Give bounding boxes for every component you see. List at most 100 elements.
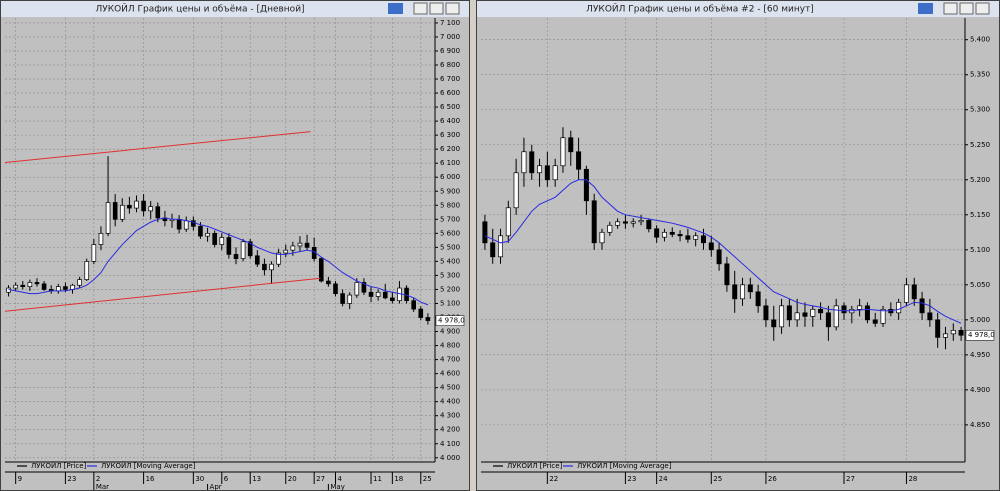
y-tick-label: 5.350 (970, 71, 990, 79)
y-tick-label: 4.950 (970, 351, 990, 359)
y-tick-label: 4 800 (440, 342, 460, 350)
candle-body (390, 297, 395, 302)
minimize-button[interactable] (943, 2, 958, 15)
y-tick-label: 4 900 (440, 328, 460, 336)
y-tick-label: 5 400 (440, 257, 460, 265)
x-tick-label: 18 (394, 475, 403, 483)
candle-body (576, 151, 582, 170)
y-tick-label: 6 000 (440, 173, 460, 181)
candle-body (119, 204, 125, 220)
y-tick-label: 4 700 (440, 356, 460, 364)
candle-body (935, 319, 941, 338)
x-tick-label: 23 (67, 475, 76, 483)
candle-body (326, 280, 331, 285)
candle-body (779, 305, 785, 328)
candle-body (599, 231, 605, 244)
candle-body (841, 305, 847, 314)
candle-body (950, 329, 956, 335)
y-tick-label: 5 700 (440, 215, 460, 223)
y-tick-label: 6 700 (440, 75, 460, 83)
y-tick-label: 4 200 (440, 426, 460, 434)
y-tick-label: 5.100 (970, 246, 990, 254)
plot (5, 131, 431, 325)
legend-label: ЛУКОЙЛ [Price] (507, 461, 563, 470)
candle-body (833, 305, 839, 328)
candle-body (77, 279, 82, 286)
y-tick-label: 5 300 (440, 271, 460, 279)
candle-body (552, 165, 558, 181)
maximize-button[interactable] (959, 2, 974, 15)
candle-body (183, 220, 189, 230)
moving-average (8, 217, 429, 306)
y-tick-label: 5.400 (970, 36, 990, 44)
x-tick-label: 25 (713, 475, 722, 483)
candle-body (810, 308, 816, 317)
x-tick-label: 11 (373, 475, 382, 483)
y-tick-label: 4.900 (970, 386, 990, 394)
x-tick-label: 27 (316, 475, 325, 483)
candle-body (615, 221, 621, 226)
x-tick-label: 27 (846, 475, 855, 483)
candle-body (740, 284, 746, 300)
legend-label: ЛУКОЙЛ [Price] (31, 461, 87, 470)
candle-body (622, 221, 628, 224)
candle-body (318, 258, 324, 282)
y-tick-label: 5.000 (970, 316, 990, 324)
month-label: Apr (210, 483, 222, 491)
candle-body (63, 286, 68, 290)
window-title: ЛУКОЙЛ График цены и объёма #2 - [60 мин… (586, 3, 814, 15)
y-tick-label: 5.250 (970, 141, 990, 149)
y-tick-label: 6 800 (440, 61, 460, 69)
close-button[interactable] (445, 2, 460, 15)
y-tick-label: 5 900 (440, 187, 460, 195)
candle-body (375, 291, 381, 297)
y-tick-label: 5.200 (970, 176, 990, 184)
candle-body (20, 284, 26, 287)
candle-body (911, 284, 917, 300)
candle-body (198, 225, 203, 237)
candle-body (155, 206, 161, 219)
y-tick-label: 5.150 (970, 211, 990, 219)
candle-body (661, 231, 667, 238)
candle-body (646, 220, 652, 230)
candle-body (340, 293, 345, 304)
title-bar (477, 1, 999, 17)
x-tick-label: 22 (549, 475, 558, 483)
candle-body (958, 329, 964, 336)
candle-body (919, 298, 925, 314)
candle-body (708, 242, 714, 251)
plot (482, 127, 964, 350)
close-button[interactable] (975, 2, 990, 15)
y-tick-label: 6 100 (440, 159, 460, 167)
candle-body (205, 232, 210, 237)
candle-body (818, 308, 824, 314)
candle-body (942, 333, 948, 338)
candle-body (41, 283, 47, 290)
pin-button[interactable] (388, 3, 403, 14)
x-tick-label: 13 (252, 475, 261, 483)
x-tick-label: 30 (195, 475, 204, 483)
candle-body (276, 252, 281, 265)
candle-body (521, 151, 527, 174)
candle-body (255, 255, 260, 265)
candle-body (763, 305, 769, 321)
candle-body (262, 263, 267, 271)
y-tick-label: 4 300 (440, 412, 460, 420)
x-tick-label: 16 (146, 475, 155, 483)
pin-button[interactable] (918, 3, 933, 14)
candle-body (825, 312, 831, 328)
minimize-button[interactable] (413, 2, 428, 15)
candle-body (513, 172, 519, 209)
x-tick-label: 2 (96, 475, 100, 483)
candle-body (654, 228, 660, 238)
candle-body (382, 291, 388, 299)
y-tick-label: 4.850 (970, 421, 990, 429)
candle-body (529, 151, 535, 174)
maximize-button[interactable] (429, 2, 444, 15)
y-tick-label: 4 000 (440, 454, 460, 462)
candle-body (112, 202, 118, 220)
moving-average (484, 179, 962, 324)
x-tick-label: 23 (627, 475, 636, 483)
